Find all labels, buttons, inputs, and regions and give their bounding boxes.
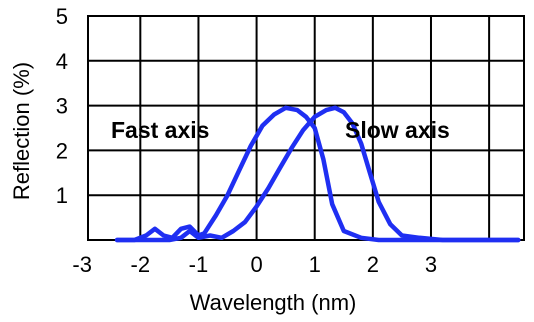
x-axis-title: Wavelength (nm) xyxy=(190,290,357,315)
annotation-fast-axis: Fast axis xyxy=(111,117,209,143)
y-tick-label: 5 xyxy=(56,4,68,29)
x-tick-label: 3 xyxy=(425,252,437,277)
x-tick-label: -3 xyxy=(72,252,92,277)
annotation-slow-axis: Slow axis xyxy=(345,117,450,143)
x-tick-label: 1 xyxy=(309,252,321,277)
x-tick-label: 0 xyxy=(250,252,262,277)
y-tick-label: 2 xyxy=(56,138,68,163)
x-tick-label: 2 xyxy=(367,252,379,277)
series-line-slow-axis xyxy=(114,105,521,243)
y-tick-label: 3 xyxy=(56,94,68,119)
x-tick-label: -2 xyxy=(131,252,151,277)
x-tick-label: -1 xyxy=(189,252,209,277)
x-tick-labels: -3 -2 -1 0 1 2 3 xyxy=(72,252,437,277)
y-axis-title: Reflection (%) xyxy=(9,62,34,200)
series-line-fast-axis xyxy=(114,105,521,243)
y-tick-label: 1 xyxy=(56,183,68,208)
y-tick-label: 4 xyxy=(56,49,68,74)
series-layer xyxy=(114,105,521,243)
y-tick-labels: 1 2 3 4 5 xyxy=(56,4,68,208)
grid xyxy=(87,15,525,241)
